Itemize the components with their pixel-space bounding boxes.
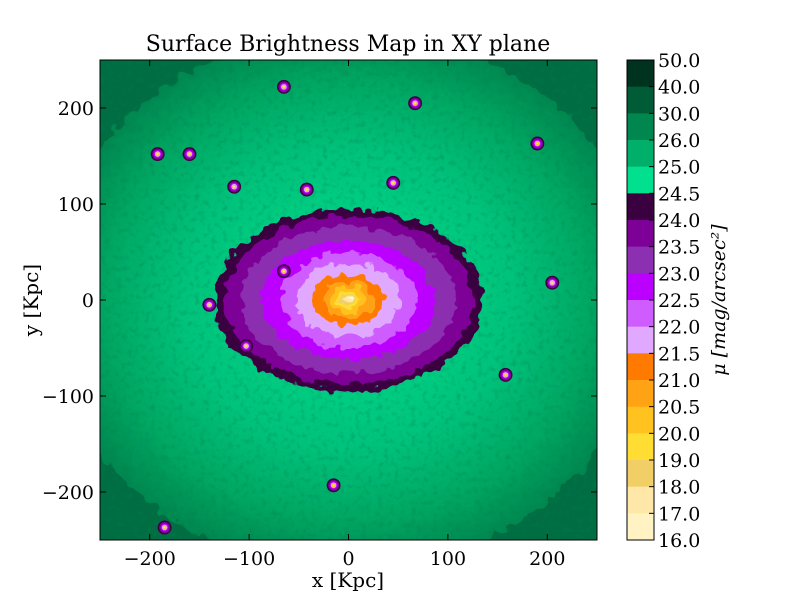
colorbar-tick-label: 19.0	[658, 450, 700, 472]
satellite	[239, 339, 254, 354]
colorbar-label: μ [mag/arcsec²]	[708, 224, 730, 376]
y-tick-label: −200	[42, 482, 94, 504]
satellite	[326, 478, 341, 493]
satellite-contour	[188, 153, 191, 155]
satellite-contour	[536, 142, 539, 145]
satellite	[408, 96, 423, 111]
colorbar-swatch	[627, 326, 654, 354]
main-galaxy	[214, 208, 483, 392]
colorbar-swatch	[627, 486, 654, 514]
colorbar-swatch	[627, 513, 654, 541]
colorbar-tick-label: 25.0	[658, 157, 700, 179]
colorbar-tick-label: 24.0	[658, 210, 700, 232]
y-tick-label: 200	[58, 98, 94, 120]
satellite	[498, 367, 513, 382]
colorbar-swatch	[627, 220, 654, 248]
satellite-contour	[163, 526, 166, 529]
satellite	[545, 275, 560, 290]
satellite-contour	[233, 185, 236, 188]
colorbar-swatch	[627, 300, 654, 328]
colorbar-tick-label: 16.0	[658, 530, 700, 552]
galaxy-contour	[346, 298, 351, 302]
satellite	[227, 179, 242, 194]
y-tick-label: 100	[58, 194, 94, 216]
satellite-contour	[504, 373, 507, 376]
x-axis: −200 −100 0 100 200	[124, 60, 565, 570]
satellite	[276, 264, 291, 279]
colorbar-swatch	[627, 193, 654, 221]
y-axis: 200 100 0 −100 −200	[42, 98, 597, 504]
satellite-contour	[414, 102, 416, 105]
y-axis-label: y [Kpc]	[19, 264, 43, 337]
colorbar-tick-label: 23.5	[658, 237, 700, 259]
colorbar-swatch	[627, 353, 654, 381]
y-tick-label: −100	[42, 386, 94, 408]
x-tick-label: 200	[529, 548, 565, 570]
colorbar-swatch	[627, 140, 654, 168]
colorbar-tick-label: 40.0	[658, 77, 700, 99]
colorbar-tick-label: 17.0	[658, 503, 700, 525]
colorbar-swatch	[627, 380, 654, 408]
satellite	[299, 182, 314, 197]
colorbar-swatch	[627, 406, 654, 434]
satellite	[276, 79, 291, 94]
satellite	[530, 136, 545, 151]
colorbar-tick-label: 18.0	[658, 477, 700, 499]
satellite-contour	[392, 181, 395, 184]
satellite-contour	[305, 188, 308, 191]
x-tick-label: 100	[430, 548, 466, 570]
satellite-contour	[282, 270, 285, 273]
colorbar-swatch	[627, 433, 654, 461]
x-tick-label: −100	[223, 548, 275, 570]
chart-title: Surface Brightness Map in XY plane	[146, 32, 550, 57]
satellite	[386, 175, 401, 190]
satellite-contour	[282, 85, 285, 88]
satellite-contour	[245, 345, 248, 347]
colorbar-tick-label: 22.5	[658, 290, 700, 312]
satellite-contour	[332, 484, 335, 487]
colorbar-tick-label: 20.5	[658, 397, 700, 419]
satellite-contour	[551, 281, 554, 284]
colorbar-swatch	[627, 113, 654, 141]
colorbar-swatch	[627, 86, 654, 114]
colorbar-tick-label: 30.0	[658, 103, 700, 125]
colorbar-swatch	[627, 60, 654, 88]
colorbar-swatch	[627, 166, 654, 194]
brightness-map	[100, 60, 597, 540]
colorbar-tick-label: 20.0	[658, 423, 700, 445]
x-axis-label: x [Kpc]	[312, 568, 384, 592]
colorbar-tick-label: 26.0	[658, 130, 700, 152]
x-tick-label: 0	[342, 548, 354, 570]
satellites	[150, 79, 560, 535]
colorbar-tick-label: 22.0	[658, 317, 700, 339]
y-tick-label: 0	[82, 290, 94, 312]
colorbar-swatch	[627, 460, 654, 488]
satellite-contour	[156, 153, 159, 155]
satellite	[182, 147, 197, 162]
colorbar-tick-label: 50.0	[658, 50, 700, 72]
satellite-contour	[208, 303, 211, 306]
colorbar-tick-label: 21.5	[658, 343, 700, 365]
satellite	[150, 147, 165, 162]
plot-area: −200 −100 0 100 200 200 100 0 −100 −200	[42, 59, 598, 570]
colorbar-tick-label: 23.0	[658, 263, 700, 285]
colorbar-swatch	[627, 273, 654, 301]
colorbar-swatch	[627, 246, 654, 274]
satellite	[157, 520, 172, 535]
colorbar-tick-label: 21.0	[658, 370, 700, 392]
satellite	[202, 297, 217, 312]
colorbar: 50.0 40.0 30.0 26.0 25.0 24.5 24.0 23.5 23.0 22.5…	[626, 50, 700, 552]
colorbar-tick-label: 24.5	[658, 183, 700, 205]
x-tick-label: −200	[124, 548, 176, 570]
